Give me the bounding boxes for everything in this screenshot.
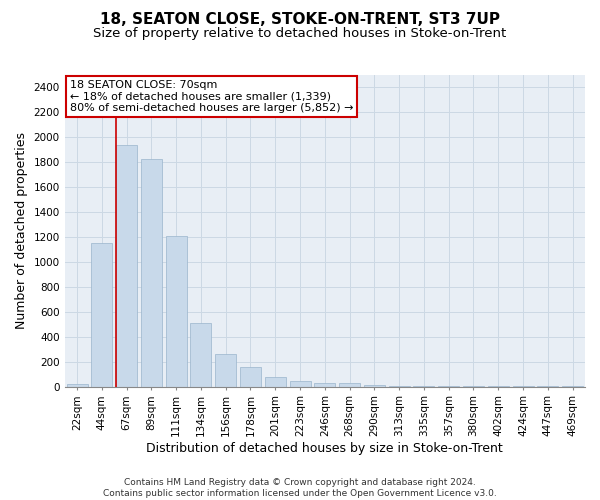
Bar <box>190 323 211 386</box>
Bar <box>166 236 187 386</box>
Y-axis label: Number of detached properties: Number of detached properties <box>15 132 28 330</box>
Bar <box>67 384 88 386</box>
Bar <box>314 383 335 386</box>
Bar <box>116 145 137 386</box>
Text: 18 SEATON CLOSE: 70sqm
← 18% of detached houses are smaller (1,339)
80% of semi-: 18 SEATON CLOSE: 70sqm ← 18% of detached… <box>70 80 353 113</box>
Bar <box>240 368 261 386</box>
Text: Contains HM Land Registry data © Crown copyright and database right 2024.
Contai: Contains HM Land Registry data © Crown c… <box>103 478 497 498</box>
Text: Size of property relative to detached houses in Stoke-on-Trent: Size of property relative to detached ho… <box>94 28 506 40</box>
Bar <box>290 381 311 386</box>
Bar <box>265 378 286 386</box>
Bar <box>339 383 360 386</box>
Text: 18, SEATON CLOSE, STOKE-ON-TRENT, ST3 7UP: 18, SEATON CLOSE, STOKE-ON-TRENT, ST3 7U… <box>100 12 500 28</box>
Bar <box>364 385 385 386</box>
Bar <box>141 158 162 386</box>
X-axis label: Distribution of detached houses by size in Stoke-on-Trent: Distribution of detached houses by size … <box>146 442 503 455</box>
Bar <box>215 354 236 386</box>
Bar <box>91 244 112 386</box>
